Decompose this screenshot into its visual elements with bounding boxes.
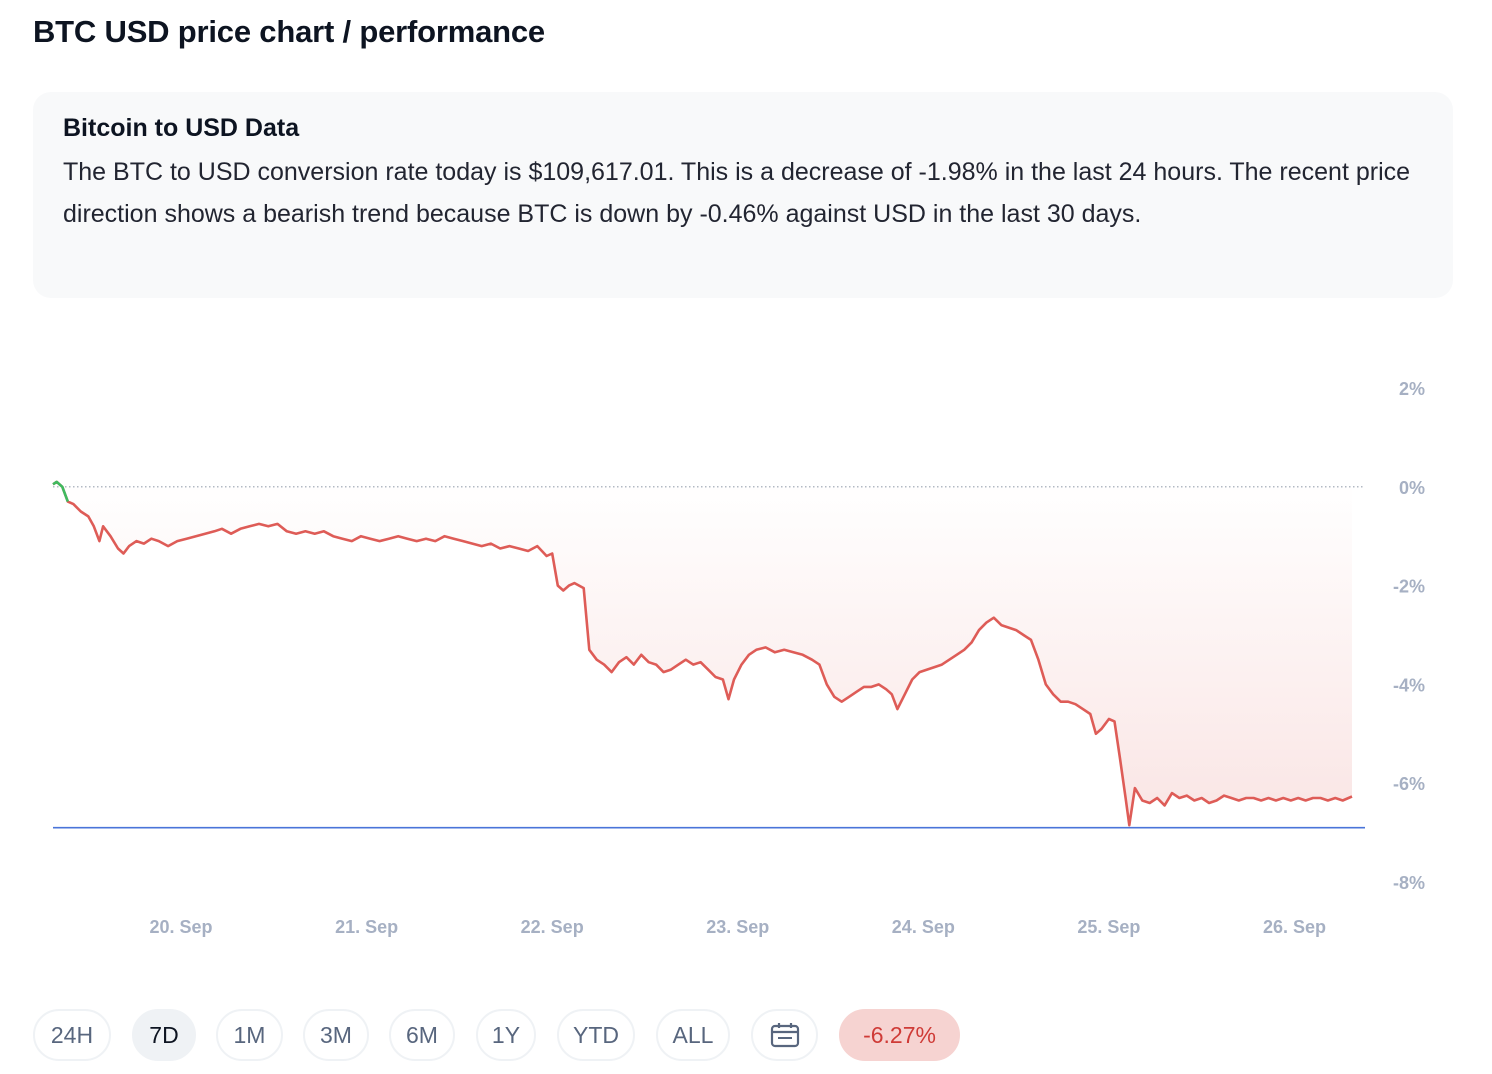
- x-axis: 20. Sep 21. Sep 22. Sep 23. Sep 24. Sep 25. S…: [150, 917, 1326, 937]
- y-tick-label: -4%: [1393, 675, 1425, 695]
- x-tick-label: 24. Sep: [892, 917, 955, 937]
- x-tick-label: 21. Sep: [335, 917, 398, 937]
- y-axis: 2% 0% -2% -4% -6% -8%: [1393, 379, 1425, 893]
- bitcoin-data-info-box: Bitcoin to USD Data The BTC to USD conve…: [33, 92, 1453, 298]
- calendar-icon: [770, 1023, 799, 1048]
- y-tick-label: -6%: [1393, 774, 1425, 794]
- x-tick-label: 22. Sep: [521, 917, 584, 937]
- x-tick-label: 26. Sep: [1263, 917, 1326, 937]
- x-tick-label: 23. Sep: [706, 917, 769, 937]
- y-tick-label: -2%: [1393, 577, 1425, 597]
- range-button-1m[interactable]: 1M: [216, 1009, 283, 1061]
- range-button-24h[interactable]: 24H: [33, 1009, 111, 1061]
- date-range-button[interactable]: [751, 1009, 818, 1061]
- x-tick-label: 25. Sep: [1077, 917, 1140, 937]
- range-button-3m[interactable]: 3M: [303, 1009, 369, 1061]
- y-tick-label: 0%: [1399, 478, 1425, 498]
- positive-segment-line: [52, 480, 70, 503]
- y-tick-label: -8%: [1393, 873, 1425, 893]
- x-tick-label: 20. Sep: [150, 917, 213, 937]
- area-fill: [53, 481, 1352, 826]
- chart-lines: [52, 480, 1365, 829]
- chart-svg[interactable]: 2% 0% -2% -4% -6% -8% 20. Sep 21. Sep 22. Sep 23…: [0, 340, 1492, 960]
- page-title: BTC USD price chart / performance: [33, 14, 545, 49]
- range-button-1y[interactable]: 1Y: [476, 1009, 536, 1061]
- info-text: The BTC to USD conversion rate today is …: [63, 158, 1411, 228]
- info-heading: Bitcoin to USD Data: [63, 114, 300, 142]
- price-change-line: [52, 480, 1353, 827]
- y-tick-label: 2%: [1399, 379, 1425, 399]
- range-button-6m[interactable]: 6M: [389, 1009, 455, 1061]
- price-performance-chart[interactable]: 2% 0% -2% -4% -6% -8% 20. Sep 21. Sep 22. Sep 23…: [0, 340, 1492, 960]
- range-button-7d[interactable]: 7D: [132, 1009, 196, 1061]
- performance-badge: -6.27%: [839, 1009, 960, 1061]
- range-button-ytd[interactable]: YTD: [557, 1009, 635, 1061]
- range-button-all[interactable]: ALL: [656, 1009, 730, 1061]
